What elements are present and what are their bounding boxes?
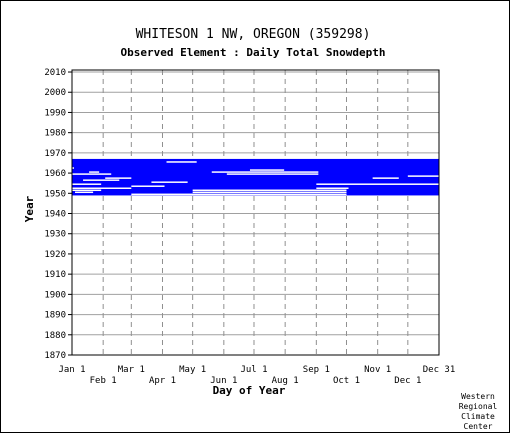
y-tick-label: 1980 — [44, 129, 66, 139]
x-tick-label: Apr 1 — [149, 376, 176, 386]
missing-data-gap — [89, 171, 100, 173]
missing-data-gap — [211, 171, 319, 173]
observed-period-bar — [72, 158, 439, 196]
missing-data-gap — [192, 191, 347, 194]
chart-subtitle: Observed Element : Daily Total Snowdepth — [121, 46, 386, 59]
plot-border — [71, 69, 440, 356]
x-tick-label: Aug 1 — [272, 376, 299, 386]
missing-data-gap — [105, 177, 132, 179]
missing-data-gap — [131, 185, 165, 187]
y-tick-label: 1930 — [44, 230, 66, 240]
x-tick-labels-bottom: Feb 1 Apr 1 Jun 1 Aug 1 Oct 1 Dec 1 — [90, 376, 422, 386]
y-tick-label: 2000 — [44, 88, 66, 98]
missing-data-gap — [72, 173, 112, 175]
missing-data-gap — [249, 169, 285, 171]
y-tick-label: 1960 — [44, 169, 66, 179]
missing-data-gap — [226, 173, 319, 175]
x-tick-label: Oct 1 — [333, 376, 360, 386]
missing-data-gap — [72, 167, 75, 169]
y-tick-label: 1990 — [44, 108, 66, 118]
missing-data-gap — [72, 183, 102, 185]
missing-data-gaps — [72, 161, 439, 196]
missing-data-gap — [316, 187, 349, 189]
x-tick-label: Sep 1 — [303, 365, 330, 375]
missing-data-gap — [192, 189, 347, 192]
observation-bars — [72, 158, 439, 196]
y-axis-label: Year — [23, 195, 36, 222]
missing-data-gap — [166, 161, 197, 163]
missing-data-gap — [151, 181, 188, 183]
wrcc-credit: Western Regional Climate Center — [459, 392, 498, 431]
x-tick-labels-top: Jan 1 Mar 1 May 1 Jul 1 Sep 1 Nov 1 Dec 31 — [58, 365, 455, 375]
x-tick-label: May 1 — [179, 365, 206, 375]
y-tick-label: 1970 — [44, 149, 66, 159]
credit-line-2: Regional — [459, 402, 498, 411]
x-axis-label: Day of Year — [213, 384, 286, 397]
credit-line-4: Center — [464, 422, 493, 431]
y-tick-labels: 1870 1880 1890 1900 1910 1920 1930 1940 1950 1960… — [44, 68, 72, 361]
x-tick-label: Jan 1 — [58, 365, 85, 375]
missing-data-gap — [72, 187, 132, 189]
missing-data-gap — [131, 193, 347, 196]
y-tick-label: 1880 — [44, 331, 66, 341]
missing-data-gap — [83, 179, 120, 181]
observed-period-bar — [346, 193, 439, 196]
missing-data-gap — [316, 183, 439, 185]
x-tick-label: Mar 1 — [118, 365, 145, 375]
x-tick-label: Jun 1 — [210, 376, 237, 386]
missing-data-gap — [75, 191, 94, 194]
x-tick-label: Dec 31 — [423, 365, 456, 375]
y-tick-label: 1940 — [44, 210, 66, 220]
x-tick-label: Dec 1 — [394, 376, 421, 386]
y-tick-label: 1910 — [44, 270, 66, 280]
x-tick-label: Jul 1 — [240, 365, 267, 375]
missing-data-gap — [72, 189, 102, 192]
credit-line-1: Western — [461, 392, 495, 401]
y-tick-label: 1920 — [44, 250, 66, 260]
observed-period-bar — [72, 193, 132, 196]
y-tick-label: 2010 — [44, 68, 66, 78]
chart-title: WHITESON 1 NW, OREGON (359298) — [136, 27, 371, 42]
credit-line-3: Climate — [461, 412, 495, 421]
y-tick-label: 1890 — [44, 311, 66, 321]
missing-data-gap — [372, 177, 399, 179]
missing-data-gap — [407, 175, 439, 177]
y-tick-label: 1900 — [44, 290, 66, 300]
x-tick-label: Nov 1 — [364, 365, 391, 375]
x-tick-label: Feb 1 — [90, 376, 117, 386]
y-tick-label: 1870 — [44, 351, 66, 361]
x-gridlines — [102, 70, 409, 355]
y-tick-label: 1950 — [44, 189, 66, 199]
